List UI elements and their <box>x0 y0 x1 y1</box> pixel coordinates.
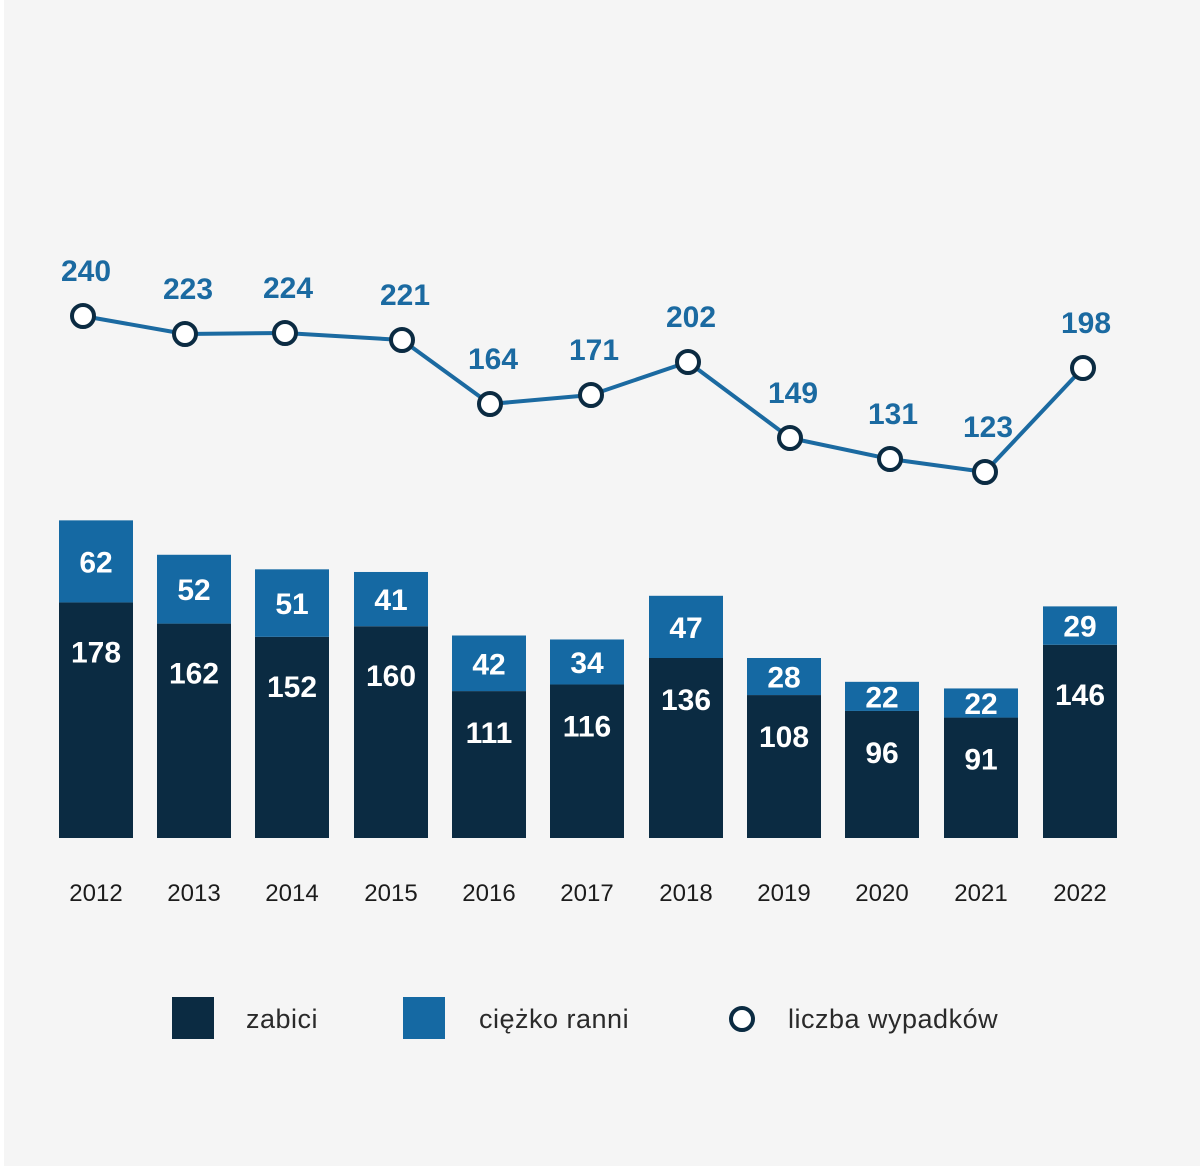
legend-label-injured: ciężko ranni <box>479 1004 629 1034</box>
label-killed-2021: 91 <box>964 744 997 777</box>
x-tick-2018: 2018 <box>659 880 712 907</box>
bar-killed-2022 <box>1043 644 1117 838</box>
bar-injured-2020 <box>845 681 919 711</box>
x-tick-2015: 2015 <box>364 880 417 907</box>
accidents-label-2016: 164 <box>468 343 518 376</box>
bar-killed-2014 <box>255 636 329 838</box>
label-killed-2022: 146 <box>1055 679 1105 712</box>
x-axis-labels: 2012 2013 2014 2015 2016 2017 2018 2019 2020 2021… <box>69 880 1106 907</box>
accidents-label-2013: 223 <box>163 273 213 306</box>
accidents-label-2014: 224 <box>263 272 313 305</box>
accidents-point-2012 <box>70 303 96 329</box>
accidents-point-2021 <box>972 459 998 485</box>
bar-killed-2017 <box>550 684 624 838</box>
accidents-label-2022: 198 <box>1061 307 1111 340</box>
bar-killed-2019 <box>747 695 821 838</box>
accidents-point-2020 <box>877 446 903 472</box>
bar-killed-2013 <box>157 623 231 838</box>
accidents-point-2022 <box>1070 355 1096 381</box>
accidents-point-2018 <box>675 349 701 375</box>
x-tick-2022: 2022 <box>1053 880 1106 907</box>
bar-injured-2013 <box>157 554 231 624</box>
label-injured-2018: 47 <box>669 612 702 645</box>
label-killed-2012: 178 <box>71 636 121 669</box>
label-killed-2014: 152 <box>267 671 317 704</box>
x-tick-2021: 2021 <box>954 880 1007 907</box>
bar-injured-2019 <box>747 658 821 696</box>
x-tick-2014: 2014 <box>265 880 318 907</box>
line-layer: 240 223 224 221 164 171 202 149 131 123 198 <box>61 255 1111 485</box>
legend-swatch-injured <box>403 997 445 1039</box>
bar-killed-2018 <box>649 658 723 838</box>
legend-swatch-killed <box>172 997 214 1039</box>
accidents-point-2014 <box>272 320 298 346</box>
legend: zabici ciężko ranni liczba wypadków <box>172 997 998 1039</box>
accidents-point-2013 <box>172 321 198 347</box>
label-killed-2016: 111 <box>466 717 513 750</box>
label-injured-2012: 62 <box>79 546 112 579</box>
bar-injured-2017 <box>550 639 624 685</box>
accidents-label-2018: 202 <box>666 301 716 334</box>
accidents-label-2021: 123 <box>963 411 1013 444</box>
bar-killed-2020 <box>845 710 919 838</box>
accidents-label-2017: 171 <box>569 334 619 367</box>
accidents-label-2020: 131 <box>868 398 918 431</box>
label-injured-2015: 41 <box>374 584 407 617</box>
label-killed-2013: 162 <box>169 658 219 691</box>
bar-injured-2012 <box>59 520 133 603</box>
label-injured-2016: 42 <box>472 648 505 681</box>
x-tick-2013: 2013 <box>167 880 220 907</box>
accidents-point-2015 <box>389 327 415 353</box>
accidents-point-2019 <box>777 425 803 451</box>
x-tick-2012: 2012 <box>69 880 122 907</box>
bar-injured-2022 <box>1043 606 1117 645</box>
bar-injured-2018 <box>649 595 723 659</box>
bar-killed-2021 <box>944 717 1018 838</box>
accidents-label-2019: 149 <box>768 377 818 410</box>
label-killed-2015: 160 <box>366 660 416 693</box>
x-tick-2020: 2020 <box>855 880 908 907</box>
label-killed-2017: 116 <box>563 710 611 743</box>
bar-injured-2021 <box>944 688 1018 718</box>
label-injured-2020: 22 <box>865 681 898 714</box>
bar-injured-2016 <box>452 635 526 692</box>
legend-marker-accidents <box>729 1006 755 1032</box>
label-injured-2019: 28 <box>767 662 800 695</box>
accidents-point-2017 <box>578 382 604 408</box>
label-injured-2021: 22 <box>964 688 997 721</box>
accident-chart: 178 62 162 52 152 51 160 41 111 42 116 34 136 47 108 28… <box>59 255 1117 1039</box>
accidents-label-2015: 221 <box>380 279 430 312</box>
label-injured-2017: 34 <box>570 647 604 680</box>
accidents-point-2016 <box>477 391 503 417</box>
label-injured-2013: 52 <box>177 574 210 607</box>
bar-layer: 178 62 162 52 152 51 160 41 111 42 116 34 136 47 108 28… <box>59 520 1117 838</box>
bar-injured-2015 <box>354 571 428 627</box>
bar-killed-2015 <box>354 626 428 838</box>
x-tick-2019: 2019 <box>757 880 810 907</box>
label-killed-2020: 96 <box>865 737 898 770</box>
legend-label-accidents: liczba wypadków <box>788 1004 998 1034</box>
bar-injured-2014 <box>255 569 329 637</box>
chart-area: 178 62 162 52 152 51 160 41 111 42 116 34 136 47 108 28… <box>4 0 1200 1166</box>
accidents-label-2012: 240 <box>61 255 111 288</box>
bar-killed-2016 <box>452 691 526 838</box>
legend-label-killed: zabici <box>246 1004 318 1034</box>
bar-killed-2012 <box>59 602 133 838</box>
label-killed-2018: 136 <box>661 684 711 717</box>
x-tick-2016: 2016 <box>462 880 515 907</box>
label-killed-2019: 108 <box>759 721 809 754</box>
label-injured-2022: 29 <box>1063 611 1096 644</box>
label-injured-2014: 51 <box>275 588 308 621</box>
x-tick-2017: 2017 <box>560 880 613 907</box>
